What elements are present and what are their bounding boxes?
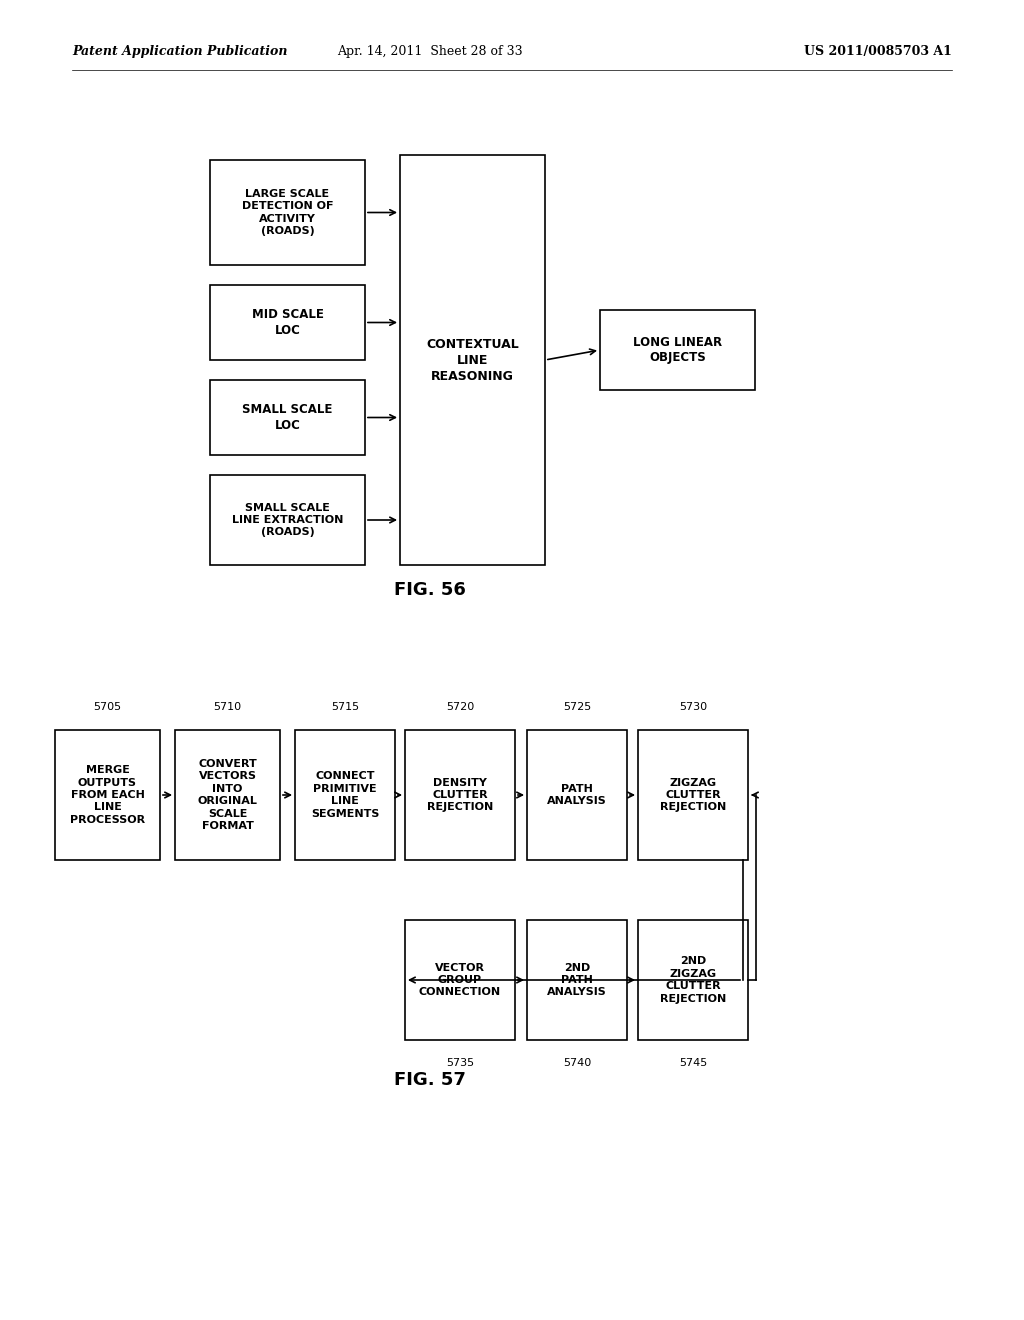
Bar [600, 310, 755, 389]
Text: US 2011/0085703 A1: US 2011/0085703 A1 [804, 45, 952, 58]
Bar [210, 475, 365, 565]
Text: LARGE SCALE
DETECTION OF
ACTIVITY
(ROADS): LARGE SCALE DETECTION OF ACTIVITY (ROADS… [242, 189, 333, 236]
Text: CONTEXTUAL
LINE
REASONING: CONTEXTUAL LINE REASONING [426, 338, 519, 383]
Text: FIG. 56: FIG. 56 [394, 581, 466, 599]
Text: 5725: 5725 [563, 702, 591, 711]
Text: 5710: 5710 [213, 702, 242, 711]
Text: LONG LINEAR
OBJECTS: LONG LINEAR OBJECTS [633, 335, 722, 364]
Bar [527, 730, 627, 861]
Text: 5715: 5715 [331, 702, 359, 711]
Bar [406, 730, 515, 861]
Text: MID SCALE
LOC: MID SCALE LOC [252, 308, 324, 337]
Bar [210, 380, 365, 455]
Text: 5735: 5735 [445, 1059, 474, 1068]
Text: 5740: 5740 [563, 1059, 591, 1068]
Text: VECTOR
GROUP
CONNECTION: VECTOR GROUP CONNECTION [419, 962, 501, 998]
Text: Patent Application Publication: Patent Application Publication [72, 45, 288, 58]
Text: MERGE
OUTPUTS
FROM EACH
LINE
PROCESSOR: MERGE OUTPUTS FROM EACH LINE PROCESSOR [70, 766, 145, 825]
Text: CONNECT
PRIMITIVE
LINE
SEGMENTS: CONNECT PRIMITIVE LINE SEGMENTS [311, 771, 379, 818]
Text: 5705: 5705 [93, 702, 122, 711]
Text: PATH
ANALYSIS: PATH ANALYSIS [547, 784, 607, 807]
Bar [527, 920, 627, 1040]
Text: SMALL SCALE
LOC: SMALL SCALE LOC [243, 403, 333, 432]
Text: ZIGZAG
CLUTTER
REJECTION: ZIGZAG CLUTTER REJECTION [659, 777, 726, 812]
Bar [400, 154, 545, 565]
Bar [638, 920, 748, 1040]
Text: 5720: 5720 [445, 702, 474, 711]
Bar [55, 730, 160, 861]
Text: SMALL SCALE
LINE EXTRACTION
(ROADS): SMALL SCALE LINE EXTRACTION (ROADS) [231, 503, 343, 537]
Text: CONVERT
VECTORS
INTO
ORIGINAL
SCALE
FORMAT: CONVERT VECTORS INTO ORIGINAL SCALE FORM… [198, 759, 257, 832]
Text: Apr. 14, 2011  Sheet 28 of 33: Apr. 14, 2011 Sheet 28 of 33 [337, 45, 523, 58]
Bar [638, 730, 748, 861]
Bar [210, 160, 365, 265]
Text: 2ND
PATH
ANALYSIS: 2ND PATH ANALYSIS [547, 962, 607, 998]
Text: 2ND
ZIGZAG
CLUTTER
REJECTION: 2ND ZIGZAG CLUTTER REJECTION [659, 957, 726, 1003]
Bar [406, 920, 515, 1040]
Bar [295, 730, 395, 861]
Bar [210, 285, 365, 360]
Text: 5745: 5745 [679, 1059, 708, 1068]
Text: 5730: 5730 [679, 702, 707, 711]
Text: FIG. 57: FIG. 57 [394, 1071, 466, 1089]
Text: DENSITY
CLUTTER
REJECTION: DENSITY CLUTTER REJECTION [427, 777, 494, 812]
Bar [175, 730, 280, 861]
